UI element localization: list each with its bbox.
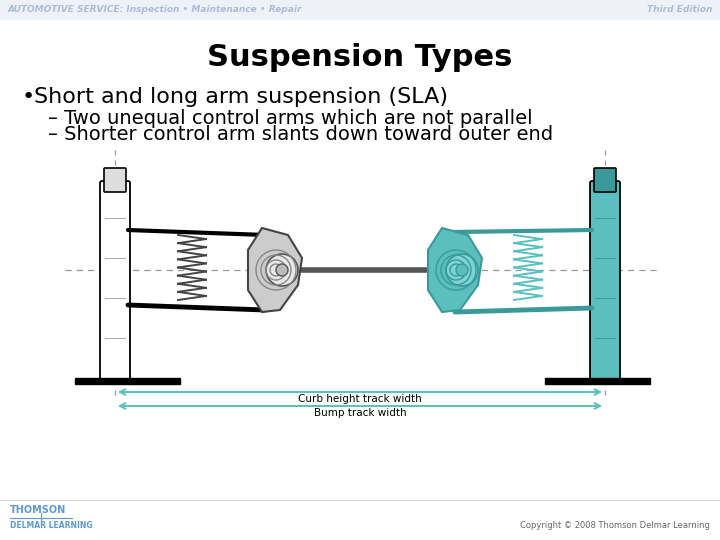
Circle shape	[266, 254, 298, 286]
Text: THOMSON: THOMSON	[10, 505, 66, 515]
Text: Short and long arm suspension (SLA): Short and long arm suspension (SLA)	[34, 87, 448, 107]
Text: AUTOMOTIVE SERVICE: Inspection • Maintenance • Repair: AUTOMOTIVE SERVICE: Inspection • Mainten…	[8, 5, 302, 15]
Text: – Two unequal control arms which are not parallel: – Two unequal control arms which are not…	[48, 109, 533, 127]
FancyBboxPatch shape	[100, 181, 130, 380]
Text: •: •	[22, 87, 35, 107]
Text: Third Edition: Third Edition	[647, 5, 712, 15]
Bar	[75, 378, 180, 384]
Bar	[0, 0, 720, 19]
Text: Copyright © 2008 Thomson Delmar Learning: Copyright © 2008 Thomson Delmar Learning	[520, 522, 710, 530]
Polygon shape	[248, 228, 302, 312]
Circle shape	[276, 264, 288, 276]
FancyBboxPatch shape	[104, 168, 126, 192]
Text: – Shorter control arm slants down toward outer end: – Shorter control arm slants down toward…	[48, 125, 553, 145]
Text: Curb height track width: Curb height track width	[298, 394, 422, 404]
Circle shape	[446, 254, 478, 286]
Text: Suspension Types: Suspension Types	[207, 44, 513, 72]
Bar	[545, 378, 650, 384]
Polygon shape	[428, 228, 482, 312]
FancyBboxPatch shape	[594, 168, 616, 192]
Text: Bump track width: Bump track width	[314, 408, 406, 418]
Circle shape	[456, 264, 468, 276]
Text: DELMAR LEARNING: DELMAR LEARNING	[10, 522, 93, 530]
FancyBboxPatch shape	[590, 181, 620, 380]
